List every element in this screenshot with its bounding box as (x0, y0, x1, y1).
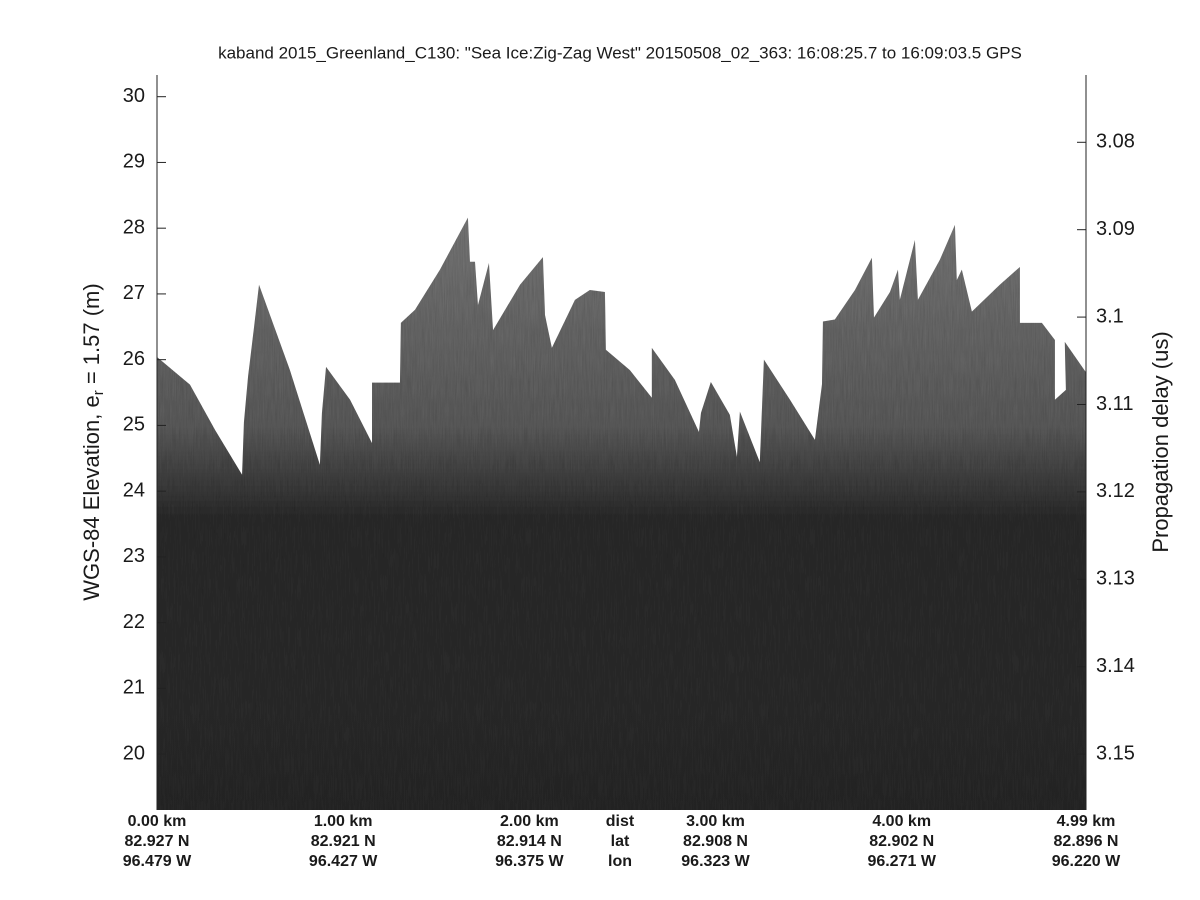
y-tick-label: 22 (123, 611, 145, 633)
chart-title: kaband 2015_Greenland_C130: "Sea Ice:Zig… (218, 43, 1022, 62)
y-tick-label: 20 (123, 742, 145, 764)
y2-tick-label: 3.09 (1096, 218, 1135, 240)
echogram-image (157, 217, 1086, 810)
y2-axis-label: Propagation delay (us) (1148, 331, 1173, 552)
y-tick-label: 28 (123, 216, 145, 238)
x-tick-label: 0.00 km (128, 813, 187, 830)
row-label: lat (611, 833, 630, 850)
lat-label: 82.927 N (125, 833, 190, 850)
y-tick-label: 21 (123, 677, 145, 699)
y2-tick-label: 3.11 (1096, 393, 1133, 415)
y-tick-label: 29 (123, 151, 145, 173)
lat-label: 82.921 N (311, 833, 376, 850)
y-label-sub: r (90, 390, 107, 395)
lat-label: 82.902 N (869, 833, 934, 850)
lat-label: 82.896 N (1054, 833, 1119, 850)
lat-label: 82.908 N (683, 833, 748, 850)
y-tick-label: 23 (123, 545, 145, 567)
x-tick-label: 4.00 km (872, 813, 931, 830)
lon-label: 96.220 W (1052, 853, 1121, 870)
x-tick-label: 1.00 km (314, 813, 373, 830)
y-tick-label: 25 (123, 414, 145, 436)
lon-label: 96.323 W (681, 853, 750, 870)
y2-tick-label: 3.1 (1096, 305, 1124, 327)
y-label-main: WGS-84 Elevation, e (79, 395, 104, 600)
y2-tick-label: 3.13 (1096, 568, 1135, 590)
y-tick-label: 24 (123, 479, 145, 501)
y-axis-label: WGS-84 Elevation, er = 1.57 (m) (79, 283, 107, 600)
y2-tick-label: 3.12 (1096, 480, 1135, 502)
y-tick-label: 26 (123, 348, 145, 370)
y-label-rest: = 1.57 (m) (79, 283, 104, 390)
x-tick-label: 4.99 km (1057, 813, 1116, 830)
x-tick-label: 2.00 km (500, 813, 559, 830)
row-label: lon (608, 853, 632, 870)
y-tick-label: 30 (123, 85, 145, 107)
row-label: dist (606, 813, 635, 830)
lon-label: 96.479 W (123, 853, 192, 870)
y2-tick-label: 3.14 (1096, 655, 1135, 677)
y2-tick-label: 3.15 (1096, 742, 1135, 764)
x-tick-label: 3.00 km (686, 813, 745, 830)
lon-label: 96.375 W (495, 853, 564, 870)
lon-label: 96.427 W (309, 853, 378, 870)
lat-label: 82.914 N (497, 833, 562, 850)
lon-label: 96.271 W (867, 853, 936, 870)
y2-tick-label: 3.08 (1096, 131, 1135, 153)
y-tick-label: 27 (123, 282, 145, 304)
